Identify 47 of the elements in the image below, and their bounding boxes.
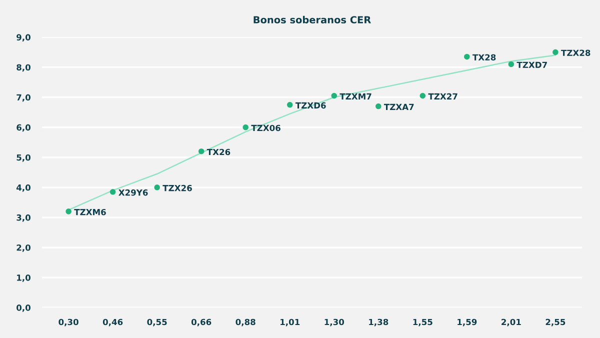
point	[198, 148, 204, 154]
x-tick-label: 1,55	[413, 318, 432, 326]
point	[154, 184, 160, 190]
x-tick-label: 1,38	[369, 318, 388, 326]
annotation: X29Y6	[118, 189, 148, 196]
annotation: TZX06	[251, 124, 280, 132]
x-tick-label: 0,30	[58, 318, 78, 326]
x-tick-label: 1,01	[280, 318, 300, 326]
point	[110, 189, 116, 195]
x-tick-label: 1,30	[324, 318, 344, 326]
x-tick-label: 2,55	[546, 318, 566, 326]
point	[66, 208, 72, 214]
x-tick-label: 0,66	[191, 318, 212, 326]
y-tick-label: 4,0	[16, 184, 30, 192]
annotation: TZX26	[162, 184, 192, 192]
y-tick-label: 2,0	[16, 244, 30, 252]
x-tick-label: 1,59	[458, 318, 477, 326]
annotation: TZXD6	[295, 102, 326, 109]
y-tick-label: 3,0	[16, 214, 30, 222]
chart-title: Bonos soberanos CER	[254, 16, 371, 24]
annotation: TX28	[472, 54, 496, 61]
point	[286, 102, 293, 108]
annotation: TZXD7	[516, 62, 547, 68]
point	[242, 124, 248, 130]
point	[552, 49, 558, 56]
point	[376, 103, 382, 110]
point	[420, 92, 426, 99]
annotation: TZXM6	[74, 208, 106, 216]
y-tick-label: 1,0	[17, 274, 30, 282]
annotation: TX26	[206, 148, 230, 156]
point	[464, 54, 470, 60]
annotation: TZXA7	[384, 104, 414, 110]
y-tick-label: 6,0	[16, 124, 30, 132]
annotation: TZXM7	[340, 93, 372, 100]
x-tick-label: 0,46	[102, 318, 123, 326]
x-tick-label: 0,55	[147, 318, 167, 326]
annotation: TZX28	[561, 50, 590, 56]
annotation: TZX27	[428, 93, 458, 100]
y-tick-label: 9,0	[16, 34, 30, 42]
y-tick-label: 5,0	[16, 154, 30, 162]
x-tick-label: 2,01	[502, 318, 521, 326]
y-tick-label: 0,0	[16, 304, 30, 312]
y-tick-label: 8,0	[16, 64, 30, 72]
point	[331, 92, 338, 99]
y-tick-label: 7,0	[16, 94, 30, 102]
x-tick-label: 0,88	[236, 318, 256, 326]
point	[508, 61, 514, 68]
